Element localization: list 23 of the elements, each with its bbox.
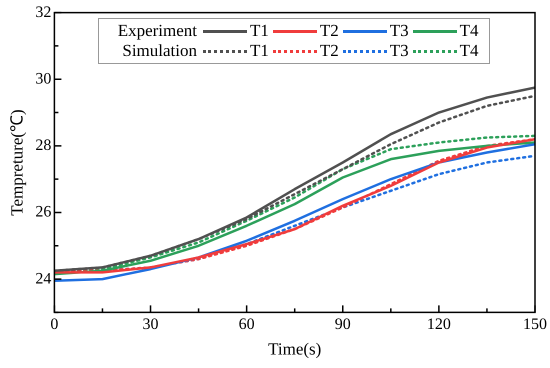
legend-label: T4	[460, 41, 479, 61]
y-tick-label: 24	[35, 270, 52, 288]
x-tick-label: 120	[426, 316, 451, 334]
y-tick-label: 32	[35, 4, 52, 21]
x-tick-label: 0	[50, 316, 58, 334]
annotation: Simulation	[121, 41, 197, 61]
legend-label: T1	[250, 21, 269, 41]
x-tick-label: 150	[523, 316, 547, 334]
x-tick-label: 30	[142, 316, 159, 334]
legend-label: T1	[250, 41, 269, 61]
x-axis-title: Time(s)	[268, 339, 322, 358]
y-tick-label: 30	[35, 70, 52, 88]
legend-label: T2	[320, 21, 339, 41]
y-tick-label: 28	[35, 137, 52, 154]
legend-label: T3	[390, 21, 409, 41]
legend-label: T4	[460, 21, 479, 41]
y-axis-title: Tempreture(℃)	[8, 109, 27, 216]
legend-label: T3	[390, 41, 409, 61]
annotation: Experiment	[116, 21, 197, 41]
x-tick-label: 90	[334, 316, 351, 334]
y-tick-label: 26	[35, 204, 52, 221]
x-tick-label: 60	[238, 316, 255, 334]
legend-label: T2	[320, 41, 339, 61]
